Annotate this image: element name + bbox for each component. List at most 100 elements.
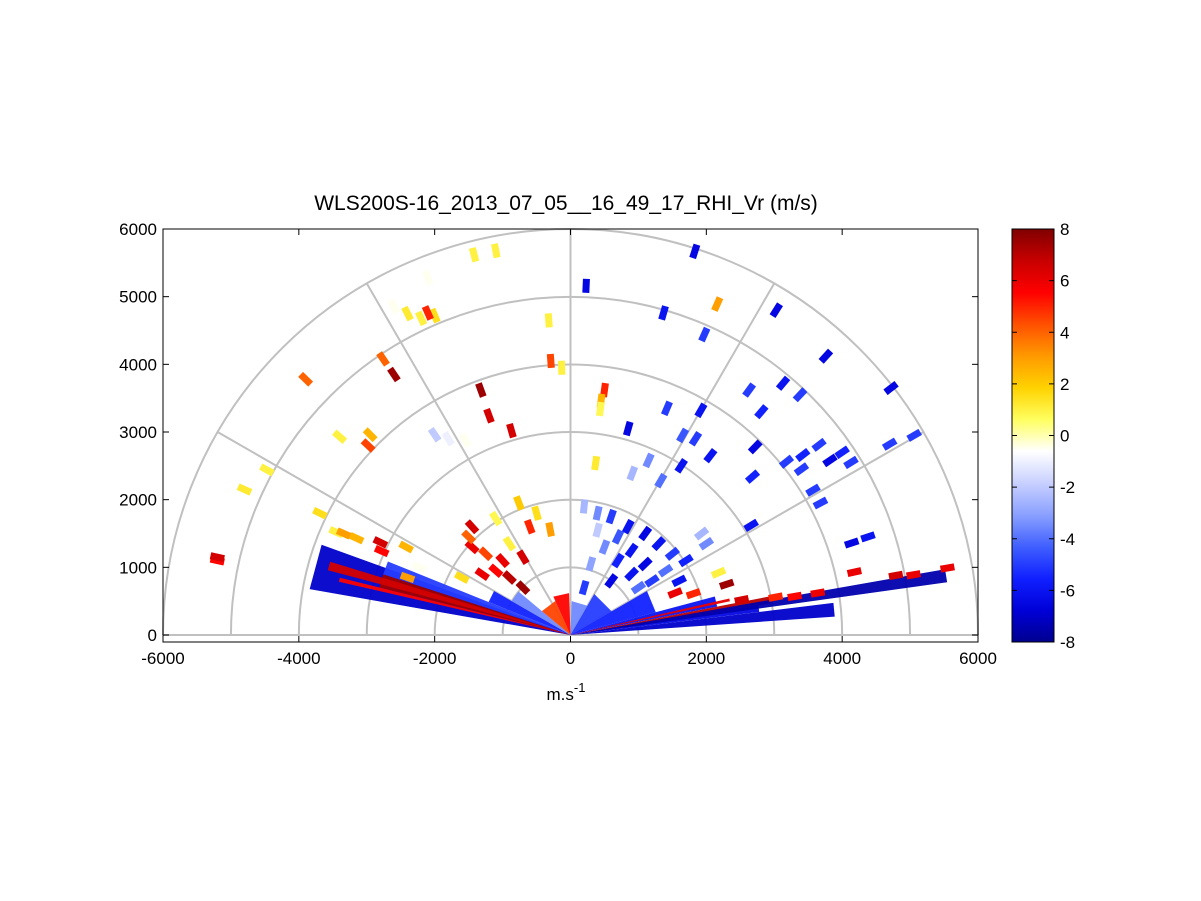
data-sweep [570, 569, 948, 635]
data-point [754, 404, 769, 420]
x-tick-label: -2000 [413, 649, 456, 668]
data-point [698, 326, 711, 343]
data-point [421, 305, 434, 321]
data-sweep [541, 601, 571, 635]
data-point [427, 426, 442, 443]
data-point [778, 454, 795, 469]
data-point [906, 428, 922, 442]
data-point [475, 382, 487, 398]
data-point [362, 427, 378, 443]
data-point [792, 387, 808, 403]
data-point [742, 382, 757, 398]
data-point [811, 437, 827, 452]
y-tick-label: 2000 [119, 491, 157, 510]
data-point [495, 553, 510, 569]
data-sweep [570, 601, 588, 635]
data-point [812, 496, 829, 510]
data-point [611, 529, 625, 545]
data-point [793, 462, 810, 477]
data-point [259, 463, 275, 477]
polar-spoke [569, 282, 776, 636]
data-point [209, 552, 225, 563]
colorbar-tick-label: 6 [1060, 272, 1069, 291]
data-point [474, 567, 490, 581]
data-point [676, 427, 690, 444]
data-point [671, 574, 687, 588]
data-point [698, 536, 715, 551]
data-point [578, 579, 590, 596]
data-point [454, 571, 470, 584]
data-point [491, 243, 501, 259]
data-point [478, 546, 494, 562]
data-point [557, 360, 566, 375]
data-point [685, 588, 702, 600]
data-point [531, 505, 542, 521]
colorbar-tick-label: -8 [1060, 633, 1075, 652]
data-point [747, 439, 763, 455]
data-point [834, 445, 850, 460]
data-point [298, 371, 314, 387]
y-axis-ticks: 0 1000 2000 3000 4000 5000 6000 [119, 220, 978, 645]
plot-area: -6000 -4000 -2000 0 2000 4000 6000 0 1000 2000 30… [119, 220, 997, 668]
data-point [604, 573, 619, 589]
data-point [360, 438, 376, 453]
data-point [348, 532, 365, 545]
data-point [373, 545, 390, 558]
data-point [775, 375, 791, 391]
data-point [888, 570, 904, 581]
data-point [592, 522, 603, 538]
colorbar-scale [1011, 228, 1055, 643]
data-point [694, 402, 708, 419]
x-tick-label: 0 [566, 649, 575, 668]
data-point [688, 430, 703, 447]
data-point [591, 455, 601, 471]
colorbar-tick-label: 2 [1060, 375, 1069, 394]
data-point [488, 563, 504, 578]
data-point [843, 455, 859, 470]
data-sweep [327, 561, 571, 635]
colorbar-tick-label: 0 [1060, 427, 1069, 446]
data-sweep [570, 593, 612, 635]
data-point [579, 499, 589, 514]
data-point [582, 278, 590, 293]
data-point [513, 495, 525, 511]
x-tick-label: 6000 [959, 649, 997, 668]
colorbar-ticks: -8 -6 -4 -2 0 2 4 6 8 [1012, 220, 1075, 652]
data-point [464, 519, 480, 535]
data-point [768, 592, 784, 602]
data-sweep [338, 577, 571, 635]
data-point [743, 518, 759, 533]
data-point [818, 348, 834, 364]
y-tick-label: 0 [148, 626, 157, 645]
data-point [595, 401, 605, 417]
data-point [506, 422, 517, 439]
x-tick-label: -6000 [141, 649, 184, 668]
data-point [376, 351, 390, 367]
data-point [387, 298, 401, 315]
data-point [678, 553, 694, 568]
data-point [905, 570, 921, 580]
data-sweep [379, 574, 571, 635]
x-tick-label: 4000 [823, 649, 861, 668]
data-point [881, 437, 898, 451]
data-point [703, 448, 718, 464]
data-point [414, 310, 428, 327]
data-point [515, 580, 531, 596]
data-point [734, 594, 750, 605]
data-point [600, 382, 609, 398]
data-point [624, 542, 639, 559]
data-point [502, 535, 517, 552]
data-point [664, 546, 681, 561]
data-point [805, 483, 821, 497]
data-point [411, 561, 428, 574]
x-tick-label: 2000 [687, 649, 725, 668]
data-point [744, 469, 761, 484]
data-point [860, 531, 876, 543]
y-tick-label: 6000 [119, 220, 157, 239]
data-point [622, 420, 634, 437]
data-point [689, 243, 701, 260]
data-point [441, 430, 455, 447]
data-point [592, 505, 603, 521]
data-point [422, 269, 434, 286]
